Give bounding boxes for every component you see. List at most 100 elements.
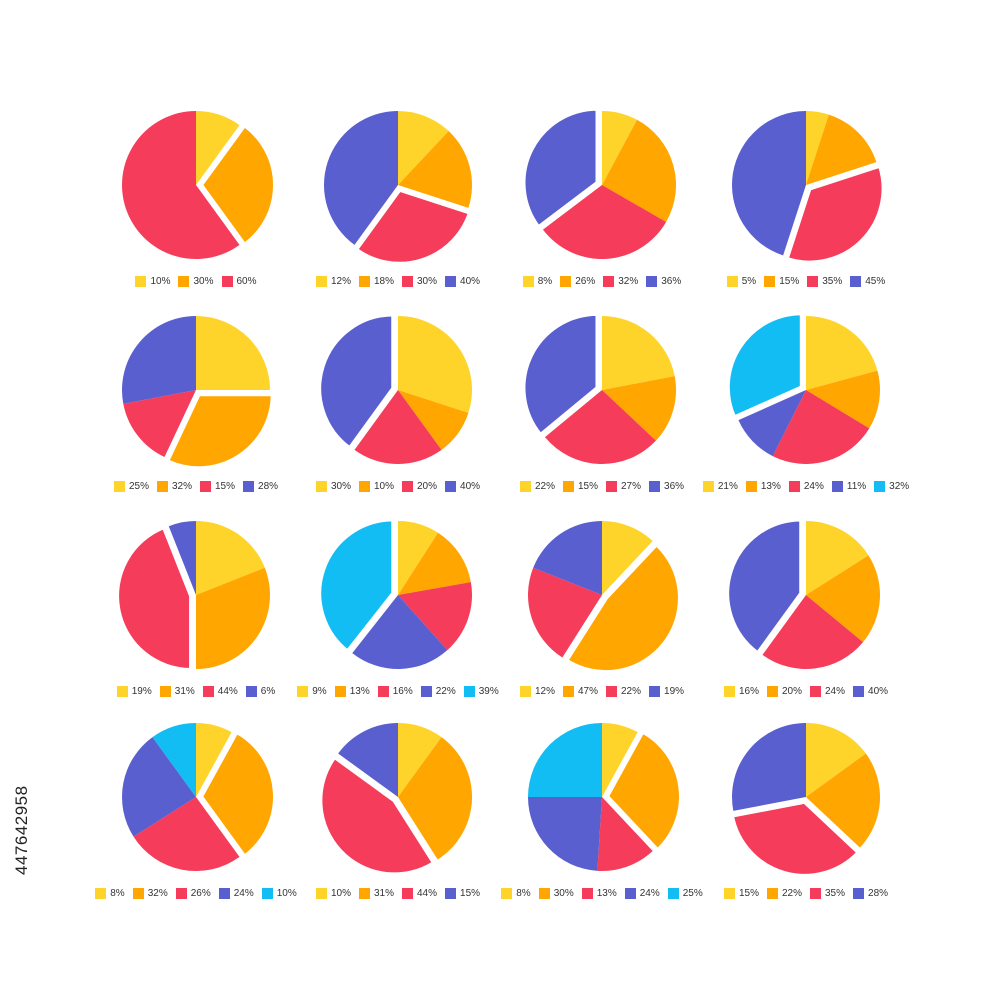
pie-svg bbox=[317, 312, 473, 465]
pie-slice-purple bbox=[725, 517, 804, 656]
pie-slice-yellow bbox=[398, 521, 439, 595]
legend-label: 10% bbox=[373, 481, 394, 492]
pie-slice-purple bbox=[533, 521, 602, 595]
pie-svg bbox=[323, 111, 473, 266]
legend-item: 8% bbox=[95, 888, 125, 899]
legend-label: 10% bbox=[276, 888, 297, 899]
pie-slice-yellow bbox=[602, 111, 638, 185]
legend-label: 35% bbox=[822, 276, 843, 287]
legend-swatch bbox=[603, 276, 615, 287]
legend-item: 15% bbox=[723, 888, 759, 899]
legend-label: 30% bbox=[193, 276, 214, 287]
legend-item: 8% bbox=[522, 276, 552, 287]
legend-swatch bbox=[766, 686, 778, 697]
legend-swatch bbox=[116, 686, 128, 697]
pie-chart: 9% 13% 16% 22% 39% bbox=[297, 510, 499, 697]
legend-item: 47% bbox=[562, 686, 598, 697]
legend-swatch bbox=[175, 888, 187, 899]
pie-svg bbox=[521, 106, 677, 259]
pie-slice-red bbox=[544, 390, 656, 465]
pie-slice-purple bbox=[338, 723, 398, 797]
legend-swatch bbox=[624, 888, 636, 899]
pie-legend: 8% 26% 32% 36% bbox=[502, 276, 702, 287]
stock-id-label: 447642958 bbox=[12, 785, 31, 875]
legend-item: 40% bbox=[853, 686, 888, 697]
pie-slice-red bbox=[115, 525, 194, 672]
pie-slice-red bbox=[729, 799, 861, 878]
legend-label: 44% bbox=[417, 888, 438, 899]
pie-chart: 12% 47% 22% 19% bbox=[502, 510, 702, 697]
legend-label: 25% bbox=[128, 481, 149, 492]
pie-slice-purple bbox=[168, 521, 196, 595]
legend-item: 15% bbox=[764, 276, 799, 287]
legend-label: 19% bbox=[131, 686, 152, 697]
legend-swatch bbox=[560, 276, 572, 287]
legend-item: 60% bbox=[221, 276, 257, 287]
pie-slice-red bbox=[318, 754, 437, 877]
legend-label: 40% bbox=[868, 686, 889, 697]
legend-swatch bbox=[402, 888, 413, 899]
legend-swatch bbox=[562, 686, 574, 697]
pie-legend: 30% 10% 20% 40% bbox=[298, 481, 498, 492]
legend-label: 15% bbox=[779, 276, 800, 287]
pie-slice-red bbox=[528, 567, 602, 658]
pie-slice-purple bbox=[528, 797, 602, 871]
legend-item: 22% bbox=[420, 686, 456, 697]
legend-swatch bbox=[522, 276, 534, 287]
pie-legend: 9% 13% 16% 22% 39% bbox=[297, 686, 499, 697]
pie-slice-yellow bbox=[398, 111, 449, 185]
pie-slice-yellow bbox=[602, 316, 675, 390]
legend-swatch bbox=[606, 686, 617, 697]
pie-legend: 25% 32% 15% 28% bbox=[96, 481, 296, 492]
pie-slice-red bbox=[398, 582, 473, 651]
legend-label: 27% bbox=[621, 481, 642, 492]
legend-item: 22% bbox=[519, 481, 555, 492]
pie-slice-orange bbox=[398, 131, 473, 208]
legend-swatch bbox=[850, 276, 862, 287]
legend-swatch bbox=[538, 888, 550, 899]
legend-label: 30% bbox=[330, 481, 351, 492]
legend-label: 18% bbox=[373, 276, 394, 287]
pie-slice-yellow bbox=[806, 521, 869, 595]
legend-swatch bbox=[221, 276, 233, 287]
pie-slice-cyan bbox=[725, 311, 804, 420]
legend-swatch bbox=[218, 888, 230, 899]
pie-slice-red bbox=[354, 187, 472, 266]
pie-svg bbox=[318, 723, 473, 877]
legend-item: 15% bbox=[445, 888, 480, 899]
pie-slice-red bbox=[784, 163, 886, 265]
legend-swatch bbox=[95, 888, 107, 899]
legend-label: 22% bbox=[621, 686, 642, 697]
legend-swatch bbox=[445, 481, 457, 492]
pie-slice-yellow bbox=[806, 316, 878, 390]
legend-swatch bbox=[853, 888, 865, 899]
legend-item: 40% bbox=[445, 276, 480, 287]
pie-slice-purple bbox=[731, 723, 806, 811]
pie-slice-orange bbox=[602, 119, 677, 222]
legend-label: 40% bbox=[460, 481, 481, 492]
legend-item: 13% bbox=[581, 888, 617, 899]
legend-label: 40% bbox=[460, 276, 481, 287]
pie-chart: 21% 13% 24% 11% 32% bbox=[702, 305, 909, 492]
pie-slice-red bbox=[762, 595, 864, 670]
legend-label: 28% bbox=[868, 888, 889, 899]
legend-label: 9% bbox=[312, 686, 327, 697]
legend-label: 28% bbox=[258, 481, 279, 492]
pie-slice-red bbox=[133, 797, 240, 872]
pie-slice-purple bbox=[317, 312, 396, 451]
legend-swatch bbox=[156, 481, 168, 492]
pie-slice-purple bbox=[738, 390, 806, 457]
legend-label: 16% bbox=[392, 686, 413, 697]
legend-label: 24% bbox=[825, 686, 846, 697]
pie-slice-cyan bbox=[317, 517, 396, 654]
pie-slice-yellow bbox=[398, 316, 473, 413]
pie-chart: 10% 30% 60% bbox=[96, 100, 296, 287]
legend-swatch bbox=[562, 481, 574, 492]
legend-label: 24% bbox=[233, 888, 254, 899]
legend-item: 16% bbox=[377, 686, 413, 697]
pie-legend: 5% 15% 35% 45% bbox=[706, 276, 906, 287]
pie-legend: 15% 22% 35% 28% bbox=[706, 888, 906, 899]
legend-item: 11% bbox=[831, 481, 866, 492]
legend-swatch bbox=[402, 276, 413, 287]
